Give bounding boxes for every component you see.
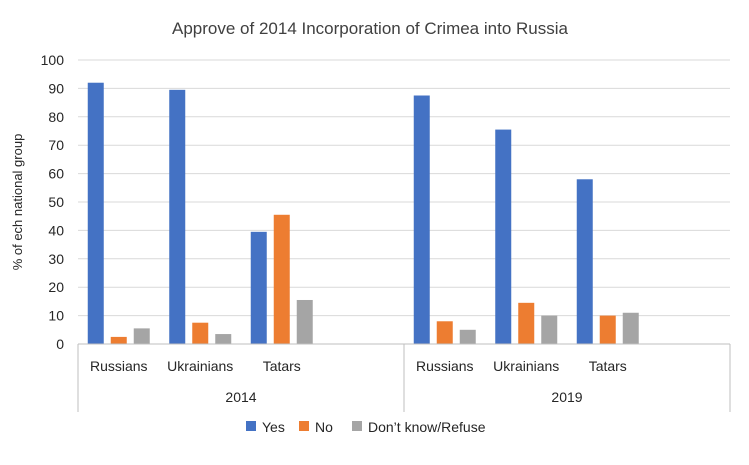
bar	[273, 214, 290, 344]
group-label: 2014	[225, 389, 256, 405]
bar	[215, 334, 232, 344]
y-tick-label: 30	[48, 251, 64, 267]
y-axis: 0 10 20 30 40 50 60 70 80 90 100	[41, 52, 65, 352]
y-tick-label: 100	[41, 52, 65, 68]
bar	[87, 82, 104, 344]
y-tick-label: 0	[56, 336, 64, 352]
legend-label: No	[315, 419, 333, 435]
y-tick-label: 10	[48, 308, 64, 324]
bar	[518, 302, 535, 344]
bar	[599, 315, 616, 344]
category-label: Tatars	[589, 358, 627, 374]
bar	[495, 129, 512, 344]
bar	[169, 89, 186, 344]
bar	[576, 179, 593, 344]
legend: Yes No Don’t know/Refuse	[246, 419, 486, 435]
y-tick-label: 40	[48, 222, 64, 238]
category-label: Ukrainians	[493, 358, 559, 374]
y-tick-label: 50	[48, 194, 64, 210]
y-tick-label: 70	[48, 137, 64, 153]
legend-swatch	[299, 421, 309, 431]
gridlines	[78, 59, 730, 317]
legend-label: Don’t know/Refuse	[368, 419, 486, 435]
y-axis-label: % of ech national group	[10, 134, 25, 271]
bar	[541, 315, 558, 344]
y-tick-label: 20	[48, 279, 64, 295]
legend-label: Yes	[262, 419, 285, 435]
legend-swatch	[352, 421, 362, 431]
bar	[192, 322, 209, 344]
x-axis: 2014 Russians Ukrainians Tatars 2019 Russians…	[77, 343, 731, 412]
category-label: Ukrainians	[167, 358, 233, 374]
bar	[413, 95, 430, 344]
bar	[436, 321, 453, 344]
category-label: Tatars	[263, 358, 301, 374]
bar	[133, 328, 150, 344]
y-tick-label: 90	[48, 80, 64, 96]
bar	[459, 329, 476, 344]
category-label: Russians	[416, 358, 474, 374]
y-tick-label: 60	[48, 166, 64, 182]
bar	[296, 299, 313, 344]
bar	[622, 312, 639, 344]
bars	[87, 82, 639, 344]
bar	[110, 336, 127, 344]
group-label: 2019	[551, 389, 582, 405]
legend-swatch	[246, 421, 256, 431]
y-tick-label: 80	[48, 109, 64, 125]
chart-title: Approve of 2014 Incorporation of Crimea …	[172, 19, 568, 38]
category-label: Russians	[90, 358, 148, 374]
bar	[250, 231, 267, 344]
